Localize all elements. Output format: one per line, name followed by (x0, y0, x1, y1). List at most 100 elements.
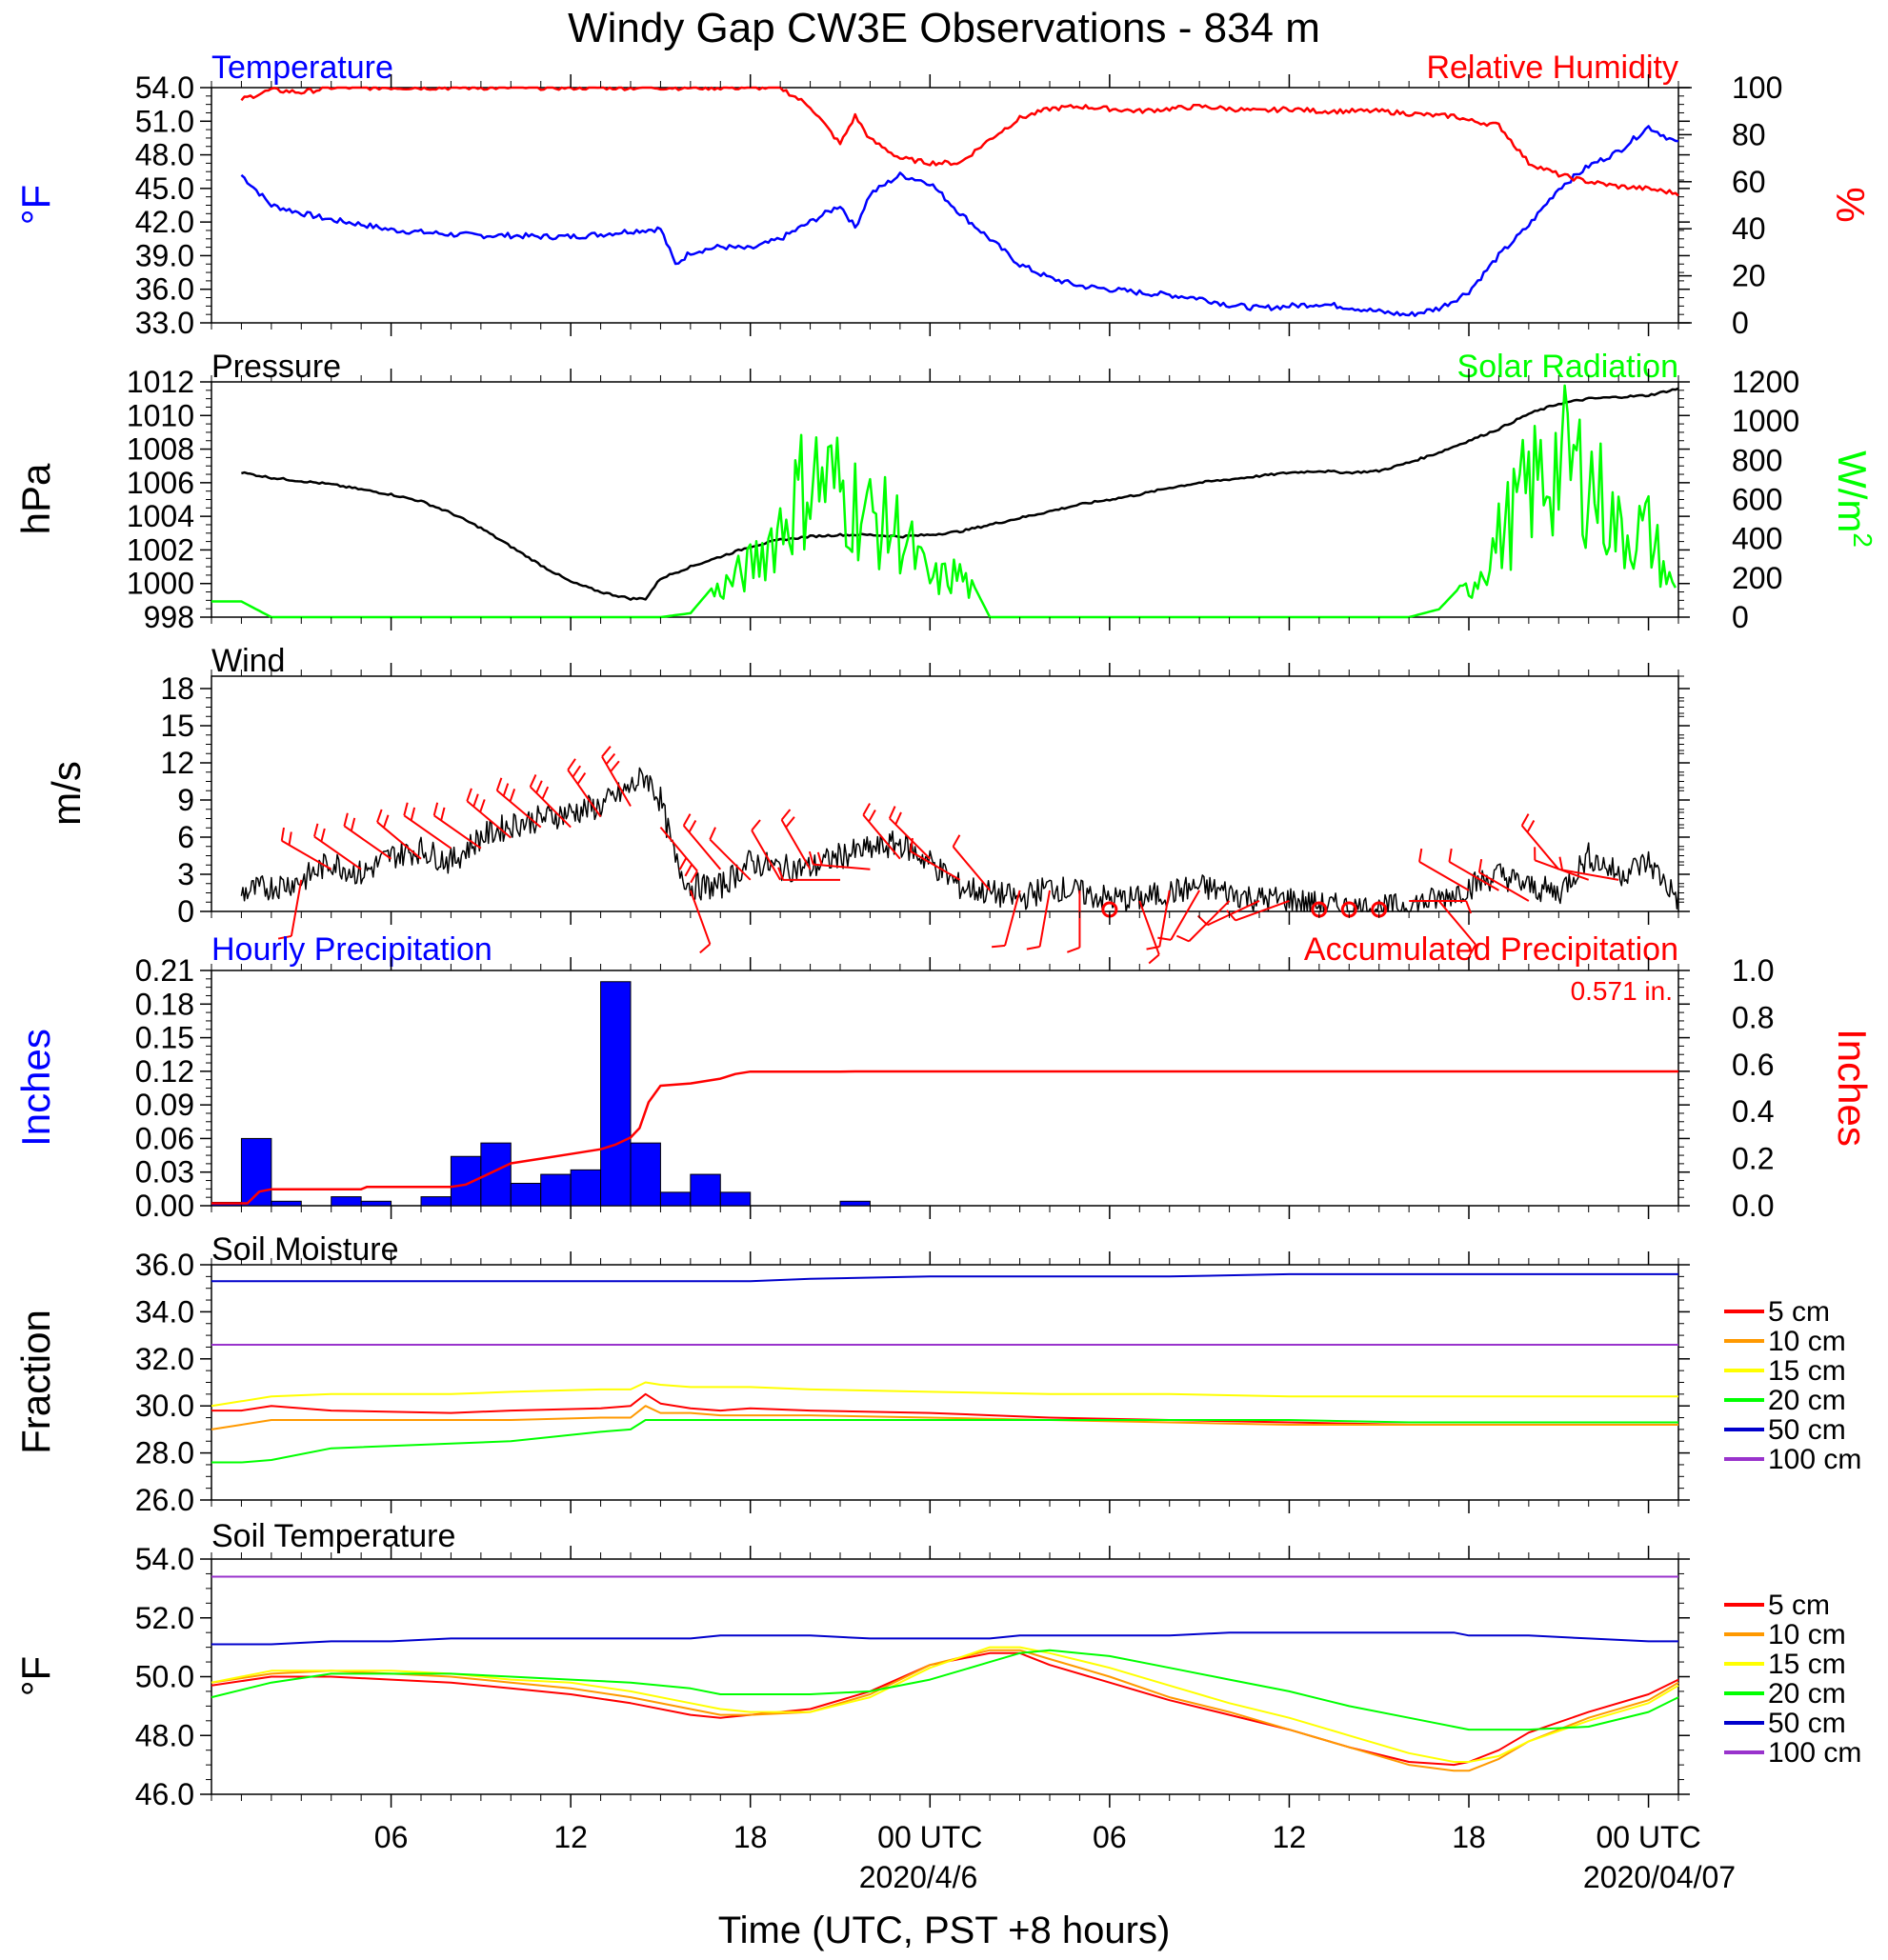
wind-barb-feather (605, 752, 616, 765)
legend-label: 15 cm (1768, 1649, 1846, 1680)
precip-bar (510, 1182, 542, 1207)
wind-barb-feather (1148, 953, 1160, 965)
legend-label: 20 cm (1768, 1385, 1846, 1416)
soil-temperature-axis-label: °F (13, 1656, 58, 1696)
soil-moisture-title: Soil Moisture (211, 1231, 399, 1268)
wind-barb-staff (751, 830, 782, 881)
soil-moisture-line (211, 1381, 1678, 1408)
wind-barb-staff (689, 890, 712, 945)
wind-barb-feather (403, 802, 409, 816)
wind-barb-feather (382, 814, 390, 829)
x-tick-label: 06 (1093, 1820, 1127, 1854)
y-tick-label: 0 (177, 894, 194, 929)
wind-barb-feather (432, 802, 439, 816)
wind-barb-staff (1418, 861, 1470, 891)
wind-barb-staff (659, 826, 698, 872)
wind-barb-staff (343, 825, 392, 860)
wind-barb-feather (780, 809, 792, 821)
wind-barb-staff (889, 817, 931, 860)
y-tick-label: 54.0 (135, 1542, 194, 1576)
soil-temperature-line (211, 1646, 1679, 1763)
wind-barb-feather (1477, 858, 1483, 873)
y-tick-label: 33.0 (135, 306, 194, 340)
wind-barb-feather (1226, 910, 1236, 922)
wind-barb-feather (440, 807, 446, 821)
wind-barb-staff (567, 769, 602, 818)
precip-bar (331, 1196, 362, 1207)
wind-barb-feather (509, 789, 516, 802)
x-axis-title: Time (UTC, PST +8 hours) (718, 1910, 1171, 1951)
legend-label: 50 cm (1768, 1708, 1846, 1739)
wind-barb-feather (502, 783, 510, 797)
y-tick-label: 80 (1732, 117, 1766, 151)
y-tick-label: 28.0 (135, 1436, 194, 1470)
wind-barb-feather (808, 850, 814, 865)
y-tick-label: 0.03 (135, 1155, 194, 1190)
wind-barb-staff (1235, 900, 1290, 922)
plot-frame (211, 1264, 1679, 1501)
wind-barb-staff (1561, 869, 1619, 881)
wind-barb-staff (910, 850, 961, 881)
y-tick-label: 1.0 (1732, 953, 1774, 988)
wind-barb-feather (699, 943, 712, 954)
wind-barb-feather (1465, 900, 1473, 914)
y-tick-label: 48.0 (135, 1718, 194, 1752)
wind-barb-staff (682, 825, 722, 870)
precip-bar (719, 1191, 752, 1207)
panel-wind: Wind m/s (44, 643, 1679, 965)
legend-label: 10 cm (1768, 1326, 1846, 1357)
soil-temperature-line (211, 1649, 1679, 1772)
wind-barb-feather (1157, 936, 1172, 941)
y-tick-label: 48.0 (135, 138, 194, 172)
wind-barb-feather (288, 831, 292, 846)
wind-barb-feather (751, 819, 761, 831)
wind-barb-feather (567, 758, 576, 770)
wind-barb-feather (529, 773, 537, 788)
wind-barb-feather (610, 760, 620, 772)
precip-bar (659, 1191, 692, 1207)
y-tick-label: 0.0 (1732, 1189, 1774, 1223)
humidity-axis-label: % (1828, 187, 1873, 222)
y-tick-label: 42.0 (135, 205, 194, 239)
date-label-1: 2020/4/6 (859, 1860, 978, 1894)
wind-barb-feather (1448, 848, 1453, 863)
temperature-title: Temperature (211, 50, 393, 86)
wind-barb-feather (682, 813, 692, 827)
wind-barb-staff (281, 839, 332, 870)
wind-barb-feather (535, 780, 543, 793)
y-tick-label: 51.0 (135, 104, 194, 138)
pressure-series (241, 387, 1679, 601)
hourly-precip-axis-label: Inches (13, 1029, 58, 1147)
precip-bar (271, 1200, 302, 1207)
y-tick-label: 1004 (127, 499, 194, 533)
y-tick-label: 1000 (1732, 404, 1799, 438)
legend-label: 100 cm (1768, 1737, 1861, 1769)
soil-moisture-line (211, 1272, 1678, 1283)
accum-precip-line (211, 1070, 1678, 1205)
legend-label: 10 cm (1768, 1619, 1846, 1650)
y-tick-label: 0.2 (1732, 1142, 1774, 1176)
y-tick-label: 0.4 (1732, 1094, 1774, 1129)
accum-precip-series (211, 1070, 1678, 1205)
y-tick-label: 1002 (127, 532, 194, 567)
y-tick-label: 36.0 (135, 1248, 194, 1282)
y-tick-label: 40 (1732, 211, 1766, 246)
wind-barb-feather (572, 765, 582, 778)
wind-barb-feather (350, 817, 356, 831)
y-tick-label: 54.0 (135, 70, 194, 105)
soil-moisture-series (211, 1272, 1678, 1464)
soil-moisture-axis-label: Fraction (13, 1310, 58, 1454)
legend-label: 100 cm (1768, 1444, 1861, 1475)
y-tick-label: 600 (1732, 483, 1782, 517)
y-tick-label: 26.0 (135, 1483, 194, 1517)
y-tick-label: 1200 (1732, 365, 1799, 399)
wind-barb-feather (678, 857, 688, 870)
accum-precip-title: Accumulated Precipitation (1304, 931, 1678, 968)
y-tick-label: 32.0 (135, 1342, 194, 1376)
legend-label: 50 cm (1768, 1414, 1846, 1446)
soil-moisture-line (211, 1419, 1678, 1464)
